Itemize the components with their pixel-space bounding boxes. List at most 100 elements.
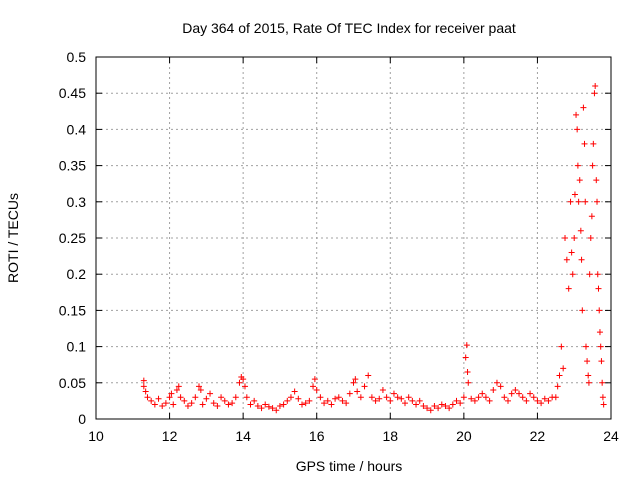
data-point bbox=[508, 390, 515, 397]
data-point bbox=[354, 388, 361, 395]
data-point bbox=[464, 368, 471, 375]
data-point bbox=[140, 377, 147, 384]
data-point bbox=[585, 372, 592, 379]
data-point bbox=[591, 90, 598, 97]
data-point bbox=[197, 387, 204, 394]
data-point bbox=[599, 379, 606, 386]
data-point bbox=[229, 400, 236, 407]
data-point bbox=[571, 191, 578, 198]
data-point bbox=[265, 403, 272, 410]
data-point bbox=[214, 402, 221, 409]
data-point bbox=[284, 397, 291, 404]
y-tick-label: 0.4 bbox=[67, 121, 87, 137]
y-tick-label: 0.45 bbox=[59, 85, 86, 101]
data-point bbox=[479, 390, 486, 397]
x-tick-label: 10 bbox=[88, 428, 104, 444]
data-point bbox=[580, 104, 587, 111]
data-point bbox=[170, 401, 177, 408]
data-point bbox=[516, 390, 523, 397]
data-point bbox=[590, 140, 597, 147]
data-point bbox=[291, 388, 298, 395]
data-point bbox=[574, 162, 581, 169]
data-point bbox=[251, 397, 258, 404]
data-point bbox=[482, 394, 489, 401]
y-axis-label: ROTI / TECUs bbox=[5, 193, 21, 283]
data-point bbox=[184, 402, 191, 409]
data-point bbox=[372, 397, 379, 404]
data-point bbox=[247, 401, 254, 408]
data-point bbox=[420, 402, 427, 409]
data-point bbox=[438, 401, 445, 408]
data-point bbox=[468, 395, 475, 402]
data-point bbox=[361, 383, 368, 390]
data-point bbox=[574, 126, 581, 133]
data-point bbox=[435, 405, 442, 412]
data-point bbox=[177, 394, 184, 401]
data-point bbox=[210, 400, 217, 407]
data-point bbox=[471, 397, 478, 404]
data-point bbox=[390, 390, 397, 397]
data-point bbox=[582, 198, 589, 205]
data-point bbox=[350, 379, 357, 386]
data-point bbox=[575, 198, 582, 205]
data-point bbox=[424, 405, 431, 412]
data-point bbox=[556, 372, 563, 379]
y-tick-label: 0.1 bbox=[67, 339, 87, 355]
data-points bbox=[140, 82, 607, 414]
data-point bbox=[584, 358, 591, 365]
x-tick-label: 16 bbox=[309, 428, 325, 444]
data-point bbox=[280, 401, 287, 408]
data-point bbox=[562, 235, 569, 241]
y-tick-label: 0.25 bbox=[59, 230, 86, 246]
data-point bbox=[313, 387, 320, 394]
data-point bbox=[166, 394, 173, 401]
data-point bbox=[416, 397, 423, 404]
data-point bbox=[453, 397, 460, 404]
data-point bbox=[599, 394, 606, 401]
data-point bbox=[343, 400, 350, 407]
data-point bbox=[462, 354, 469, 361]
data-point bbox=[446, 405, 453, 412]
data-point bbox=[140, 383, 147, 390]
data-point bbox=[199, 401, 206, 408]
data-point bbox=[269, 405, 276, 412]
data-point bbox=[585, 379, 592, 386]
data-point bbox=[569, 271, 576, 278]
data-point bbox=[486, 397, 493, 404]
data-point bbox=[203, 395, 210, 402]
data-point bbox=[346, 390, 353, 397]
data-point bbox=[568, 249, 575, 256]
data-point bbox=[578, 256, 585, 263]
data-point bbox=[588, 213, 595, 220]
data-point bbox=[311, 376, 318, 383]
data-point bbox=[262, 401, 269, 408]
data-point bbox=[155, 395, 162, 402]
data-point bbox=[527, 390, 534, 397]
data-point bbox=[321, 400, 328, 407]
data-point bbox=[254, 402, 261, 409]
x-tick-label: 24 bbox=[603, 428, 619, 444]
data-point bbox=[144, 394, 151, 401]
data-point bbox=[236, 379, 243, 386]
data-point bbox=[565, 285, 572, 292]
data-point bbox=[457, 400, 464, 407]
data-point bbox=[207, 390, 214, 397]
data-point bbox=[538, 400, 545, 407]
data-point bbox=[581, 140, 588, 147]
data-point bbox=[460, 394, 467, 401]
data-point bbox=[357, 394, 364, 401]
data-point bbox=[592, 82, 599, 89]
data-point bbox=[173, 387, 180, 394]
data-point bbox=[594, 271, 601, 278]
data-point bbox=[310, 383, 317, 390]
data-point bbox=[586, 271, 593, 278]
data-point bbox=[192, 394, 199, 401]
data-point bbox=[442, 402, 449, 409]
data-point bbox=[398, 395, 405, 402]
data-point bbox=[595, 285, 602, 292]
x-tick-label: 14 bbox=[235, 428, 251, 444]
y-tick-label: 0.35 bbox=[59, 158, 86, 174]
data-point bbox=[567, 198, 574, 205]
data-point bbox=[379, 387, 386, 394]
